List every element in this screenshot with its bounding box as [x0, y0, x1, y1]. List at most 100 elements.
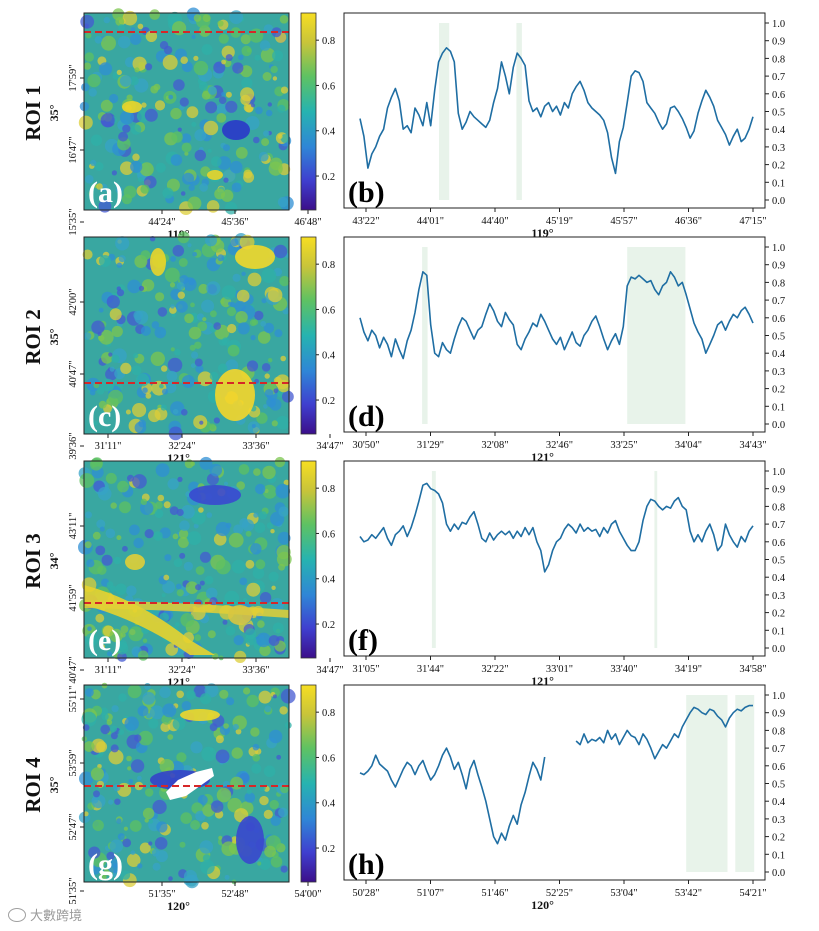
map-texture-blob	[209, 463, 223, 477]
map-texture-blob	[177, 291, 185, 299]
map-texture-blob	[85, 633, 99, 647]
map-texture-blob	[110, 502, 117, 509]
profile-frame	[343, 12, 766, 209]
map-texture-blob	[231, 747, 243, 759]
map-lat-tick-label: 40'47"	[68, 656, 79, 683]
map-texture-blob	[199, 25, 211, 37]
map-texture-blob	[110, 732, 118, 740]
map-texture-blob	[259, 511, 267, 520]
x-tick-label: 51'46"	[481, 888, 508, 899]
map-texture-blob	[118, 729, 125, 735]
colorbar: 0.8 0.6 0.4 0.2	[300, 12, 336, 211]
map-texture-blob	[176, 282, 185, 290]
map-texture-blob	[238, 464, 250, 475]
map-texture-blob	[195, 584, 202, 591]
map-feature	[235, 245, 275, 269]
map-texture-blob	[255, 106, 263, 115]
map-texture-blob	[132, 474, 147, 489]
map-texture-blob	[134, 781, 144, 791]
map-lat-tick-label: 15'35"	[68, 208, 79, 235]
y-tick-label: 1.0	[772, 467, 785, 478]
roi-map: (e)31'11" 32'24" 33'36" 34'47"121°43'11"41'…	[68, 456, 344, 689]
x-tick-label: 33'40"	[610, 664, 637, 675]
map-texture-blob	[144, 529, 154, 539]
map-texture-blob	[201, 44, 213, 55]
y-tick-label: 0.1	[772, 402, 785, 413]
x-tick-label: 34'58"	[739, 664, 766, 675]
map-texture-blob	[232, 273, 241, 282]
map-texture-blob	[106, 719, 113, 726]
map-feature	[122, 101, 142, 113]
map-feature	[215, 369, 255, 421]
map-texture-blob	[226, 306, 237, 317]
y-tick-label: 0.4	[772, 797, 786, 808]
map-texture-blob	[224, 590, 240, 606]
colorbar-tick-label: 0.4	[322, 127, 336, 138]
y-tick-label: 0.9	[772, 261, 785, 272]
map-texture-blob	[154, 509, 164, 519]
map-texture-blob	[171, 313, 176, 318]
map-texture-blob	[117, 652, 127, 662]
map-texture-blob	[176, 589, 184, 597]
map-texture-blob	[274, 329, 283, 338]
map-texture-blob	[189, 344, 196, 351]
map-texture-blob	[118, 24, 126, 32]
map-texture-blob	[93, 790, 100, 798]
map-texture-blob	[155, 292, 165, 302]
map-texture-blob	[167, 478, 179, 490]
map-texture-blob	[162, 703, 177, 718]
map-texture-blob	[278, 807, 288, 818]
map-lat-tick-label: 41'59"	[68, 584, 79, 611]
map-texture-blob	[81, 711, 97, 727]
map-texture-blob	[129, 524, 140, 536]
x-axis-label: 121°	[531, 450, 554, 464]
map-texture-blob	[272, 694, 277, 699]
map-texture-blob	[173, 79, 185, 91]
map-texture-blob	[97, 565, 107, 575]
map-texture-blob	[95, 545, 106, 556]
map-texture-blob	[179, 841, 186, 848]
map-texture-blob	[217, 20, 224, 27]
map-texture-blob	[130, 27, 136, 32]
map-texture-blob	[277, 134, 283, 139]
map-texture-blob	[201, 90, 211, 100]
map-texture-blob	[115, 236, 130, 251]
map-texture-blob	[277, 196, 289, 208]
map-texture-blob	[116, 535, 122, 541]
map-texture-blob	[133, 537, 144, 549]
map-texture-blob	[133, 310, 143, 321]
map-texture-blob	[98, 329, 114, 345]
map-texture-blob	[79, 473, 95, 488]
map-texture-blob	[201, 746, 217, 762]
map-feature	[222, 120, 250, 140]
map-texture-blob	[132, 153, 140, 161]
map-texture-blob	[278, 563, 285, 571]
x-tick-label: 51'07"	[417, 888, 444, 899]
colorbar-tick-label: 0.8	[322, 36, 335, 47]
map-texture-blob	[199, 840, 214, 854]
map-texture-blob	[117, 480, 129, 493]
map-texture-blob	[236, 481, 245, 490]
map-lon-tick-label: 34'47"	[316, 441, 343, 452]
map-texture-blob	[176, 508, 184, 517]
map-texture-blob	[118, 693, 127, 702]
map-texture-blob	[193, 14, 202, 22]
colorbar-tick-label: 0.4	[322, 351, 336, 362]
map-texture-blob	[240, 94, 251, 106]
map-texture-blob	[137, 775, 142, 781]
map-texture-blob	[154, 837, 168, 850]
y-tick-label: 0.6	[772, 90, 785, 101]
map-texture-blob	[106, 382, 114, 391]
map-texture-blob	[181, 701, 192, 711]
map-texture-blob	[87, 626, 92, 631]
map-texture-blob	[131, 365, 142, 376]
map-texture-blob	[145, 63, 153, 71]
map-texture-blob	[137, 23, 144, 30]
map-texture-blob	[190, 741, 203, 754]
map-texture-blob	[246, 789, 252, 795]
map-texture-blob	[116, 262, 123, 268]
map-texture-blob	[120, 632, 126, 638]
map-texture-blob	[116, 289, 125, 297]
map-texture-blob	[108, 389, 123, 405]
map-texture-blob	[268, 571, 279, 582]
